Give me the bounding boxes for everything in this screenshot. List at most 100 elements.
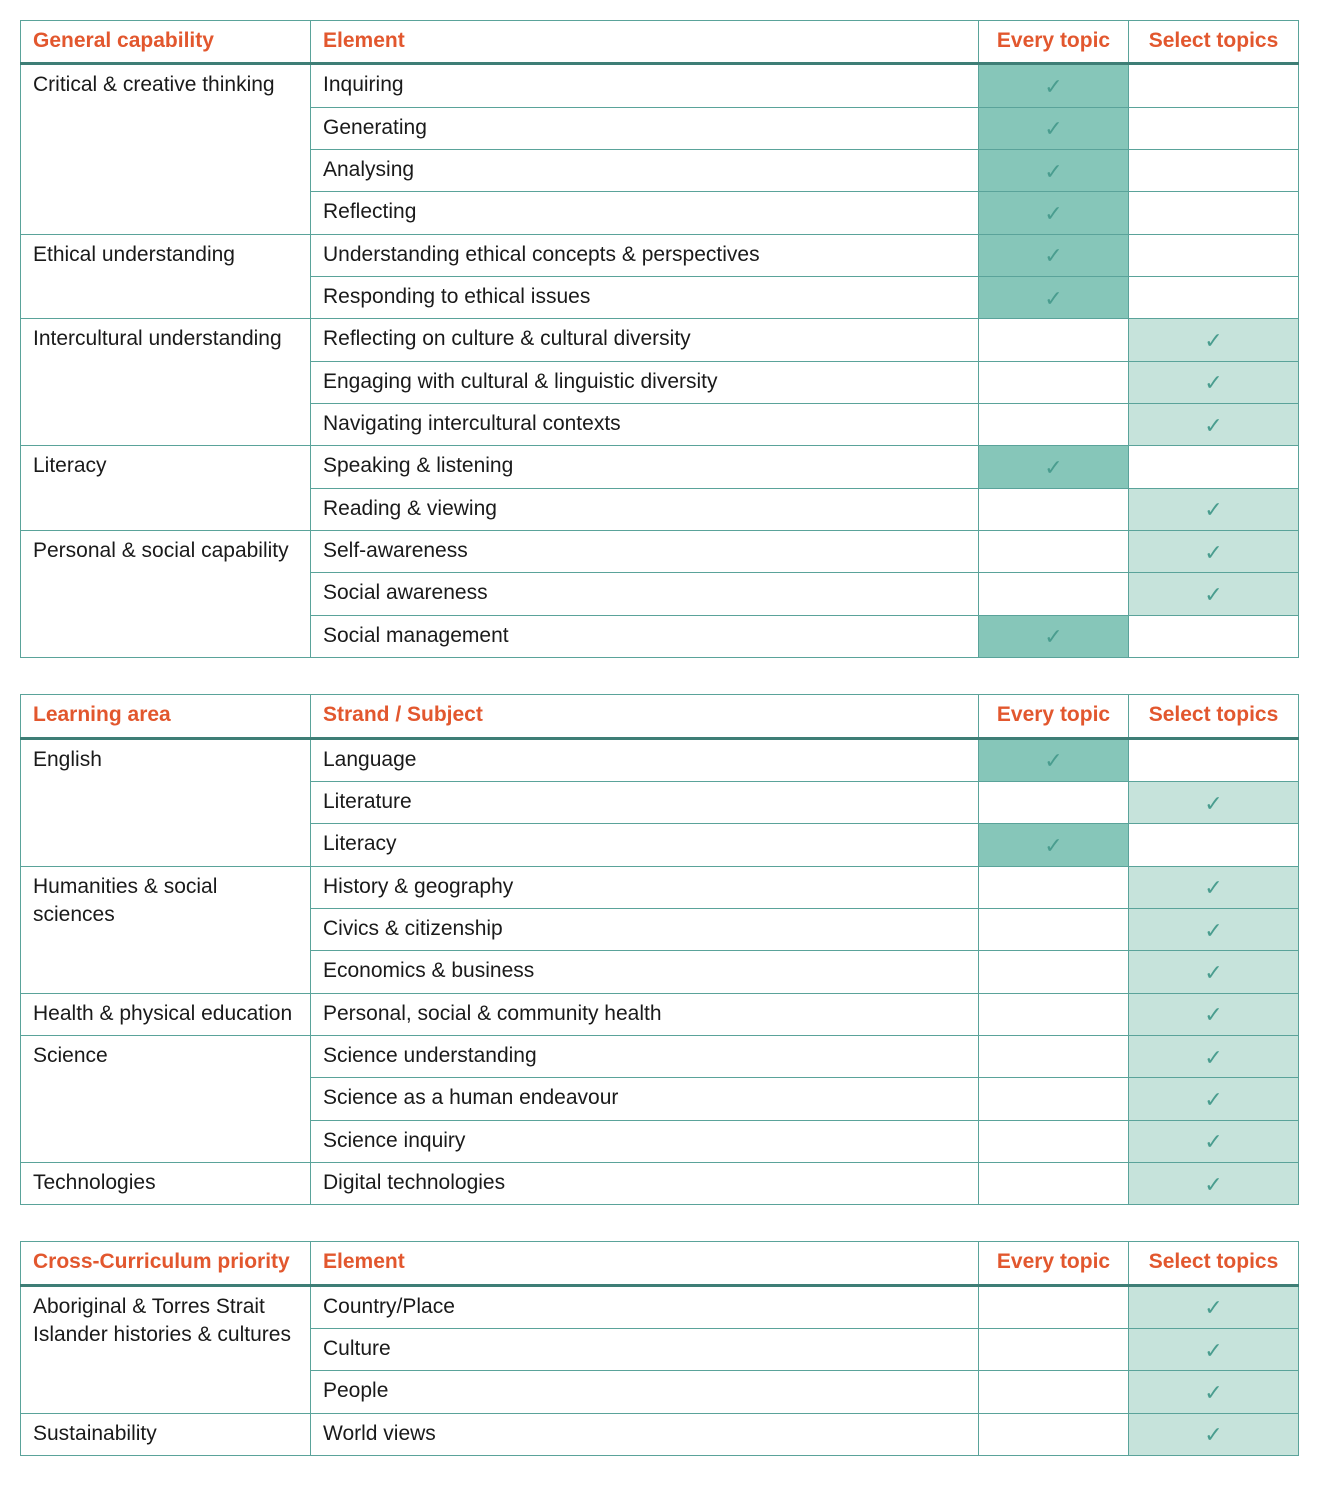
- element-cell: Navigating intercultural contexts: [311, 404, 979, 446]
- element-cell: Reading & viewing: [311, 488, 979, 530]
- select-topics-cell: [1129, 150, 1299, 192]
- element-cell: Self-awareness: [311, 531, 979, 573]
- select-topics-cell: [1129, 615, 1299, 657]
- every-topic-cell: [979, 951, 1129, 993]
- every-topic-cell: [979, 908, 1129, 950]
- element-cell: Science inquiry: [311, 1120, 979, 1162]
- check-icon: ✓: [1204, 1047, 1222, 1069]
- check-icon: ✓: [1044, 288, 1062, 310]
- every-topic-cell: [979, 866, 1129, 908]
- every-topic-cell: ✓: [979, 738, 1129, 781]
- select-topics-cell: ✓: [1129, 1285, 1299, 1328]
- select-topics-cell: ✓: [1129, 531, 1299, 573]
- select-topics-cell: ✓: [1129, 866, 1299, 908]
- select-topics-cell: ✓: [1129, 1413, 1299, 1455]
- element-cell: Language: [311, 738, 979, 781]
- select-topics-cell: ✓: [1129, 319, 1299, 361]
- element-cell: Inquiring: [311, 64, 979, 107]
- element-cell: Civics & citizenship: [311, 908, 979, 950]
- check-icon: ✓: [1044, 118, 1062, 140]
- check-icon: ✓: [1044, 750, 1062, 772]
- element-cell: Literacy: [311, 824, 979, 866]
- category-cell: Personal & social capability: [21, 531, 311, 658]
- element-cell: World views: [311, 1413, 979, 1455]
- element-cell: Culture: [311, 1328, 979, 1370]
- category-cell: English: [21, 738, 311, 866]
- select-topics-cell: ✓: [1129, 993, 1299, 1035]
- element-cell: Analysing: [311, 150, 979, 192]
- element-cell: Economics & business: [311, 951, 979, 993]
- header-select-topics: Select topics: [1129, 21, 1299, 64]
- select-topics-cell: [1129, 824, 1299, 866]
- select-topics-cell: [1129, 738, 1299, 781]
- element-cell: Social awareness: [311, 573, 979, 615]
- select-topics-cell: ✓: [1129, 404, 1299, 446]
- every-topic-cell: ✓: [979, 824, 1129, 866]
- element-cell: Responding to ethical issues: [311, 277, 979, 319]
- check-icon: ✓: [1204, 330, 1222, 352]
- check-icon: ✓: [1204, 962, 1222, 984]
- table-row: Ethical understandingUnderstanding ethic…: [21, 234, 1299, 276]
- check-icon: ✓: [1204, 415, 1222, 437]
- select-topics-cell: ✓: [1129, 573, 1299, 615]
- every-topic-cell: [979, 1371, 1129, 1413]
- element-cell: History & geography: [311, 866, 979, 908]
- check-icon: ✓: [1044, 76, 1062, 98]
- every-topic-cell: ✓: [979, 446, 1129, 488]
- select-topics-cell: [1129, 192, 1299, 234]
- select-topics-cell: ✓: [1129, 1328, 1299, 1370]
- select-topics-cell: ✓: [1129, 1035, 1299, 1077]
- element-cell: Engaging with cultural & linguistic dive…: [311, 361, 979, 403]
- every-topic-cell: ✓: [979, 107, 1129, 149]
- select-topics-cell: [1129, 107, 1299, 149]
- category-cell: Science: [21, 1035, 311, 1162]
- table-row: ScienceScience understanding✓: [21, 1035, 1299, 1077]
- curriculum-table: Learning areaStrand / SubjectEvery topic…: [20, 694, 1299, 1205]
- select-topics-cell: [1129, 64, 1299, 107]
- curriculum-table: General capabilityElementEvery topicSele…: [20, 20, 1299, 658]
- check-icon: ✓: [1204, 1131, 1222, 1153]
- element-cell: Literature: [311, 781, 979, 823]
- table-row: Humanities & social sciencesHistory & ge…: [21, 866, 1299, 908]
- header-category: Cross-Curriculum priority: [21, 1242, 311, 1285]
- every-topic-cell: [979, 488, 1129, 530]
- category-cell: Critical & creative thinking: [21, 64, 311, 234]
- element-cell: Reflecting on culture & cultural diversi…: [311, 319, 979, 361]
- select-topics-cell: [1129, 234, 1299, 276]
- header-every-topic: Every topic: [979, 1242, 1129, 1285]
- every-topic-cell: [979, 361, 1129, 403]
- check-icon: ✓: [1204, 499, 1222, 521]
- check-icon: ✓: [1044, 203, 1062, 225]
- check-icon: ✓: [1044, 835, 1062, 857]
- check-icon: ✓: [1204, 1382, 1222, 1404]
- every-topic-cell: [979, 993, 1129, 1035]
- table-row: Aboriginal & Torres Strait Islander hist…: [21, 1285, 1299, 1328]
- every-topic-cell: [979, 1120, 1129, 1162]
- select-topics-cell: ✓: [1129, 1120, 1299, 1162]
- table-row: Health & physical educationPersonal, soc…: [21, 993, 1299, 1035]
- every-topic-cell: [979, 1285, 1129, 1328]
- every-topic-cell: [979, 573, 1129, 615]
- every-topic-cell: [979, 1413, 1129, 1455]
- header-element: Element: [311, 1242, 979, 1285]
- check-icon: ✓: [1044, 161, 1062, 183]
- select-topics-cell: ✓: [1129, 1371, 1299, 1413]
- every-topic-cell: ✓: [979, 192, 1129, 234]
- every-topic-cell: [979, 319, 1129, 361]
- every-topic-cell: ✓: [979, 615, 1129, 657]
- check-icon: ✓: [1204, 1297, 1222, 1319]
- every-topic-cell: [979, 531, 1129, 573]
- every-topic-cell: ✓: [979, 277, 1129, 319]
- element-cell: Personal, social & community health: [311, 993, 979, 1035]
- select-topics-cell: ✓: [1129, 488, 1299, 530]
- every-topic-cell: [979, 1078, 1129, 1120]
- element-cell: Social management: [311, 615, 979, 657]
- check-icon: ✓: [1044, 626, 1062, 648]
- header-select-topics: Select topics: [1129, 1242, 1299, 1285]
- select-topics-cell: ✓: [1129, 1162, 1299, 1204]
- element-cell: Generating: [311, 107, 979, 149]
- check-icon: ✓: [1204, 1340, 1222, 1362]
- check-icon: ✓: [1044, 245, 1062, 267]
- category-cell: Literacy: [21, 446, 311, 531]
- check-icon: ✓: [1204, 1089, 1222, 1111]
